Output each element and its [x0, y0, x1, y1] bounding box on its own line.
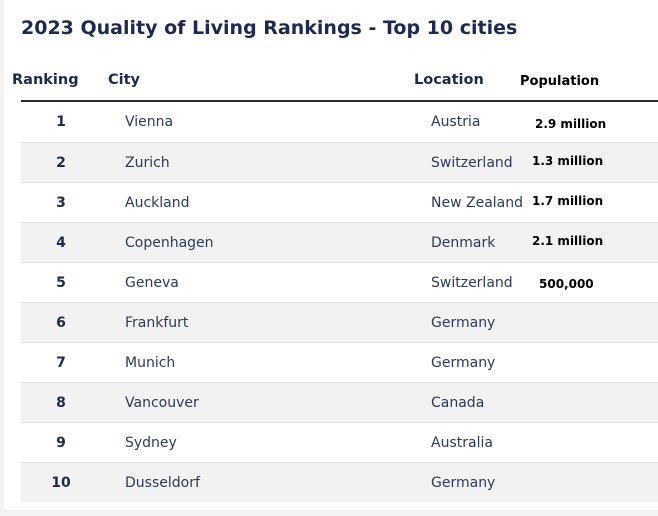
rank-cell: 8: [56, 395, 66, 411]
city-cell: Vienna: [125, 114, 174, 130]
location-cell: New Zealand: [431, 195, 523, 211]
header-population: Population: [520, 74, 600, 89]
city-cell: Frankfurt: [125, 315, 189, 331]
population-cell: 1.3 million: [532, 154, 604, 168]
rank-cell: 3: [56, 195, 66, 211]
city-cell: Zurich: [125, 155, 170, 171]
table-row: 9 Sydney Australia: [21, 422, 658, 462]
table-row: 7 Munich Germany: [21, 342, 658, 382]
rank-cell: 6: [56, 315, 66, 331]
location-cell: Denmark: [431, 235, 496, 251]
table-row: 3 Auckland New Zealand 1.7 million: [21, 182, 658, 222]
rank-cell: 1: [56, 114, 66, 130]
city-cell: Dusseldorf: [125, 475, 200, 491]
location-cell: Australia: [431, 435, 493, 451]
location-cell: Germany: [431, 475, 496, 491]
title: 2023 Quality of Living Rankings - Top 10…: [21, 17, 518, 39]
location-cell: Austria: [431, 114, 481, 130]
header-location: Location: [414, 72, 484, 88]
location-cell: Germany: [431, 315, 496, 331]
population-cell: 500,000: [539, 277, 594, 291]
header-rule: [21, 100, 658, 102]
table-row: 4 Copenhagen Denmark 2.1 million: [21, 222, 658, 262]
header-city: City: [108, 72, 140, 88]
table-row: 8 Vancouver Canada: [21, 382, 658, 422]
city-cell: Geneva: [125, 275, 179, 291]
rank-cell: 7: [56, 355, 66, 371]
location-cell: Canada: [431, 395, 485, 411]
table-row: 6 Frankfurt Germany: [21, 302, 658, 342]
city-cell: Vancouver: [125, 395, 199, 411]
content: 2023 Quality of Living Rankings - Top 10…: [4, 0, 658, 510]
population-cell: 1.7 million: [532, 194, 604, 208]
rank-cell: 9: [56, 435, 66, 451]
city-cell: Sydney: [125, 435, 177, 451]
rank-cell: 4: [56, 235, 66, 251]
population-cell: 2.9 million: [535, 117, 607, 131]
table-row: 10 Dusseldorf Germany: [21, 462, 658, 502]
location-cell: Switzerland: [431, 275, 513, 291]
table-row: 1 Vienna Austria 2.9 million: [21, 102, 658, 142]
location-cell: Germany: [431, 355, 496, 371]
rank-cell: 10: [51, 475, 71, 491]
rank-cell: 2: [56, 155, 66, 171]
city-cell: Copenhagen: [125, 235, 214, 251]
header-ranking: Ranking: [12, 72, 79, 88]
table-row: 5 Geneva Switzerland 500,000: [21, 262, 658, 302]
population-cell: 2.1 million: [532, 234, 604, 248]
location-cell: Switzerland: [431, 155, 513, 171]
table-row: 2 Zurich Switzerland 1.3 million: [21, 142, 658, 182]
rank-cell: 5: [56, 275, 66, 291]
city-cell: Auckland: [125, 195, 190, 211]
city-cell: Munich: [125, 355, 176, 371]
